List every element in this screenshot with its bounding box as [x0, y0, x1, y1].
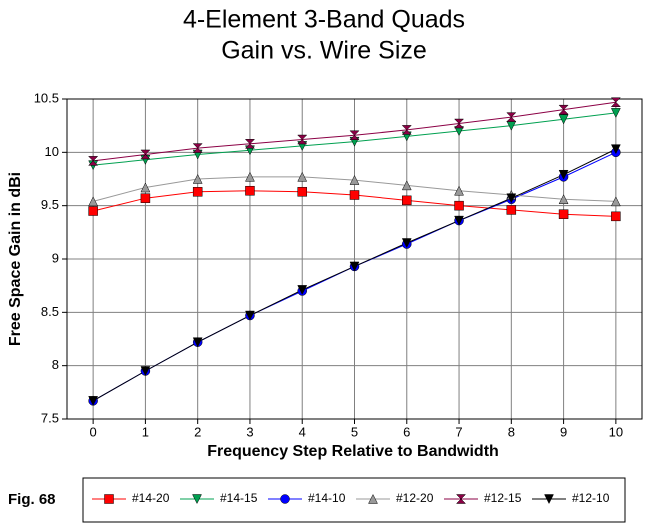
marker	[245, 310, 255, 321]
marker	[558, 104, 569, 115]
y-tick-label: 7.5	[41, 410, 59, 425]
y-tick-label: 8	[52, 357, 59, 372]
y-tick-label: 10.5	[34, 90, 59, 105]
marker	[401, 180, 412, 191]
marker	[192, 143, 203, 153]
x-tick-label: 2	[194, 424, 201, 439]
marker	[558, 169, 569, 180]
marker	[297, 187, 307, 197]
marker	[192, 337, 203, 348]
marker	[245, 171, 255, 182]
marker	[192, 187, 203, 197]
marker	[453, 118, 465, 129]
marker	[401, 238, 412, 249]
marker	[140, 366, 151, 377]
y-tick-label: 9	[52, 250, 59, 265]
annotation: Fig. 68	[8, 491, 56, 508]
marker	[454, 185, 464, 196]
legend-marker	[280, 494, 290, 504]
x-tick-label: 5	[351, 424, 358, 439]
marker	[454, 200, 464, 211]
y-tick-label: 8.5	[41, 304, 59, 319]
x-axis-label: Frequency Step Relative to Bandwidth	[207, 443, 499, 460]
marker	[297, 134, 308, 145]
x-tick-label: 10	[609, 424, 623, 439]
marker	[402, 195, 412, 206]
marker	[140, 193, 151, 203]
marker	[349, 175, 360, 185]
legend-marker	[455, 494, 467, 504]
legend-label: #12-15	[484, 491, 522, 505]
y-tick-label: 10	[45, 144, 59, 159]
marker	[88, 156, 99, 166]
legend-label: #14-15	[220, 491, 258, 505]
x-tick-label: 0	[90, 424, 97, 439]
y-axis-label: Free Space Gain in dBi	[7, 172, 24, 346]
marker	[506, 112, 517, 122]
y-tick-label: 9.5	[41, 197, 59, 212]
x-tick-label: 4	[299, 424, 306, 439]
x-tick-label: 6	[403, 424, 410, 439]
legend-label: #12-10	[572, 491, 610, 505]
x-tick-label: 7	[455, 424, 462, 439]
marker	[558, 194, 569, 205]
legend-label: #14-10	[308, 491, 346, 505]
marker	[558, 114, 569, 125]
legend-marker	[192, 494, 202, 505]
marker	[349, 190, 360, 200]
legend-marker	[104, 494, 114, 504]
chart-title: 4-Element 3-Band Quads	[183, 6, 465, 34]
marker	[245, 185, 255, 196]
marker	[244, 139, 256, 149]
marker	[401, 125, 412, 135]
chart-subtitle: Gain vs. Wire Size	[221, 37, 427, 65]
legend-marker	[544, 494, 554, 505]
marker	[140, 182, 151, 193]
marker	[192, 173, 203, 184]
marker	[88, 196, 99, 207]
legend-marker	[368, 493, 378, 504]
marker	[610, 144, 621, 155]
marker	[297, 171, 308, 182]
marker	[611, 211, 621, 222]
marker	[297, 285, 308, 295]
legend-label: #12-20	[396, 491, 434, 505]
x-tick-label: 3	[246, 424, 253, 439]
x-tick-label: 9	[560, 424, 567, 439]
marker	[140, 149, 151, 160]
plot-border	[66, 98, 643, 420]
marker	[610, 108, 621, 118]
marker	[506, 193, 517, 204]
marker	[610, 97, 621, 107]
legend-label: #14-20	[132, 491, 170, 505]
marker	[454, 215, 464, 226]
x-tick-label: 1	[142, 424, 149, 439]
marker	[506, 205, 517, 215]
marker	[88, 206, 98, 216]
marker	[349, 261, 360, 272]
marker	[349, 130, 360, 141]
marker	[88, 396, 99, 406]
marker	[610, 196, 621, 207]
x-tick-label: 8	[508, 424, 515, 439]
marker	[558, 209, 569, 219]
legend-box	[82, 477, 626, 523]
